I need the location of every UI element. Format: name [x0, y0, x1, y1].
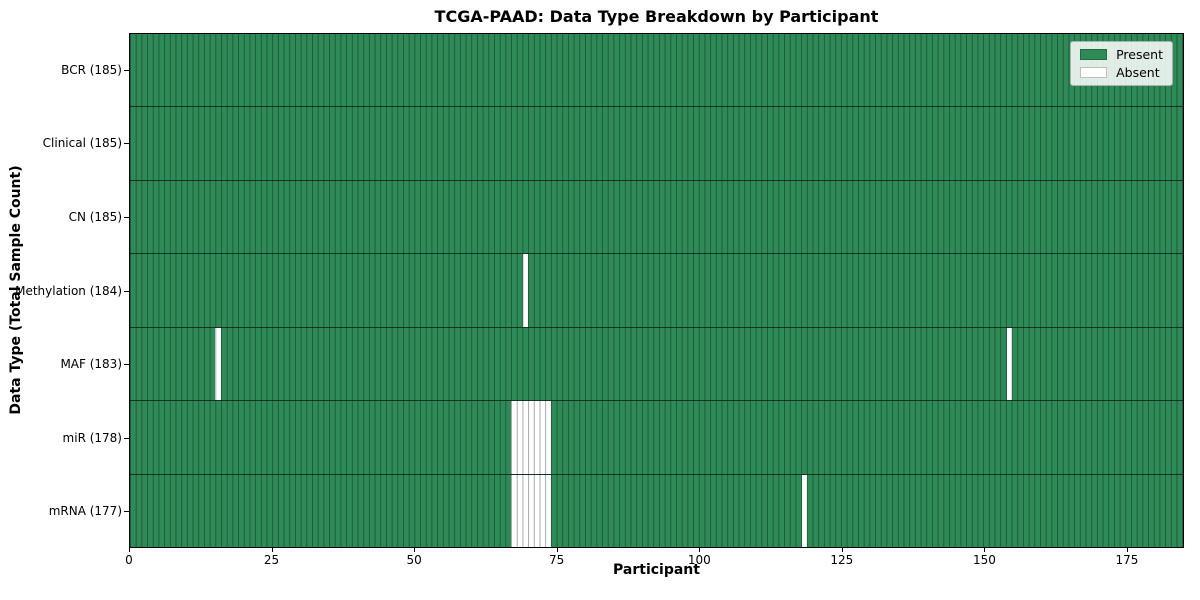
y-tick-mark	[124, 216, 129, 218]
absent-cell	[545, 401, 552, 474]
y-tick-mark	[124, 437, 129, 439]
chart-title: TCGA-PAAD: Data Type Breakdown by Partic…	[434, 7, 879, 26]
x-tick-mark	[841, 548, 843, 552]
legend-entry-absent: Absent	[1080, 66, 1163, 79]
absent-cell	[539, 474, 546, 547]
plot-area: Present Absent	[129, 33, 1184, 548]
y-tick-label-MAF: MAF (183)	[60, 357, 122, 372]
heatmap-row-Clinical	[130, 107, 1183, 181]
x-tick-label: 25	[263, 553, 280, 567]
y-tick-mark	[124, 364, 129, 366]
y-tick-mark	[124, 290, 129, 292]
heatmap-row-CN	[130, 180, 1183, 255]
y-tick-label-miR: miR (178)	[62, 430, 122, 445]
heatmap-rows	[130, 34, 1183, 547]
y-tick-label-CN: CN (185)	[68, 209, 122, 224]
x-tick-mark	[699, 548, 701, 552]
legend-label-present: Present	[1116, 47, 1163, 62]
legend-entry-present: Present	[1080, 48, 1163, 61]
absent-cell	[511, 474, 518, 547]
absent-swatch-icon	[1080, 67, 1108, 78]
x-tick-mark	[1126, 548, 1128, 552]
absent-cell	[522, 254, 529, 327]
legend: Present Absent	[1070, 41, 1173, 86]
absent-cell	[517, 474, 523, 547]
heatmap-row-MAF	[130, 327, 1183, 402]
absent-cell	[539, 401, 546, 474]
y-tick-mark	[124, 143, 129, 145]
heatmap-row-BCR	[130, 34, 1183, 108]
y-tick-label-BCR: BCR (185)	[61, 62, 122, 77]
x-tick-label: 150	[972, 553, 996, 567]
x-tick-label: 100	[687, 553, 711, 567]
absent-cell	[545, 474, 552, 547]
x-tick-mark	[556, 548, 558, 552]
y-tick-label-Clinical: Clinical (185)	[42, 136, 122, 151]
x-tick-label: 50	[406, 553, 422, 567]
x-tick-label: 75	[549, 553, 565, 567]
absent-cell	[534, 474, 540, 547]
y-tick-mark	[124, 511, 129, 513]
absent-cell	[522, 474, 529, 547]
x-tick-label: 175	[1115, 553, 1139, 567]
absent-cell	[528, 401, 535, 474]
absent-cell	[522, 401, 529, 474]
x-tick-label: 125	[830, 553, 854, 567]
heatmap-row-Methylation	[130, 254, 1183, 328]
absent-cell	[215, 327, 222, 401]
heatmap-row-mRNA	[130, 474, 1183, 547]
absent-cell	[534, 401, 540, 474]
absent-cell	[511, 401, 518, 474]
legend-label-absent: Absent	[1116, 65, 1160, 80]
absent-cell	[1006, 327, 1013, 401]
x-axis-label: Participant	[613, 562, 700, 578]
y-tick-label-Methylation: Methylation (184)	[15, 283, 122, 298]
x-tick-mark	[271, 548, 273, 552]
present-swatch-icon	[1080, 49, 1108, 60]
absent-cell	[517, 401, 523, 474]
x-tick-mark	[129, 548, 130, 552]
x-tick-label: 0	[125, 553, 133, 567]
heatmap-row-miR	[130, 401, 1183, 475]
absent-cell	[528, 474, 535, 547]
absent-cell	[801, 474, 808, 547]
y-tick-mark	[124, 69, 129, 71]
x-tick-mark	[984, 548, 986, 552]
x-tick-mark	[414, 548, 416, 552]
y-tick-label-mRNA: mRNA (177)	[48, 504, 122, 519]
